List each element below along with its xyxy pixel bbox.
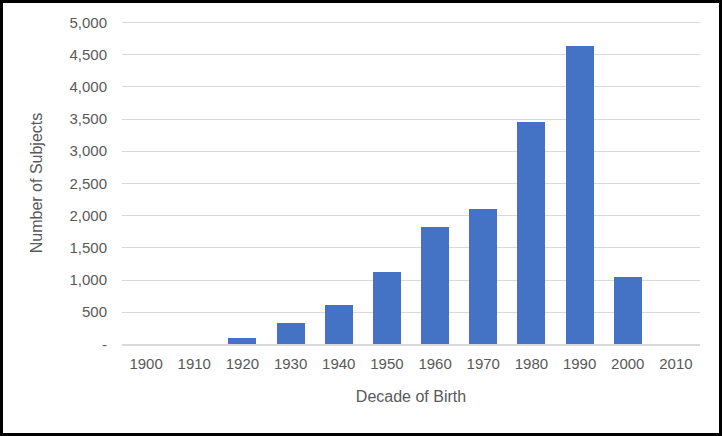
x-tick-label: 1920 [218, 356, 266, 372]
x-axis-title: Decade of Birth [356, 388, 466, 406]
x-tick-label: 1930 [267, 356, 315, 372]
gridline [122, 183, 700, 184]
x-tick-label: 1980 [507, 356, 555, 372]
gridline [122, 151, 700, 152]
x-tick-label: 1960 [411, 356, 459, 372]
x-tick-label: 2010 [652, 356, 700, 372]
gridline [122, 22, 700, 23]
y-tick-label: 3,500 [29, 111, 107, 127]
gridline [122, 86, 700, 87]
y-tick-label: - [29, 337, 107, 353]
gridline [122, 54, 700, 55]
bar-chart: Number of Subjects Decade of Birth -5001… [0, 0, 722, 436]
y-tick-label: 1,500 [29, 240, 107, 256]
x-tick-label: 1940 [315, 356, 363, 372]
bar-1970 [469, 209, 497, 344]
x-tick-label: 2000 [604, 356, 652, 372]
y-tick-label: 1,000 [29, 272, 107, 288]
y-tick-label: 2,500 [29, 176, 107, 192]
bar-1930 [277, 323, 305, 345]
y-tick-label: 4,000 [29, 79, 107, 95]
gridline [122, 119, 700, 120]
x-tick-label: 1950 [363, 356, 411, 372]
y-tick-label: 4,500 [29, 47, 107, 63]
bar-1950 [373, 272, 401, 345]
bar-1940 [325, 305, 353, 345]
bar-1960 [421, 227, 449, 344]
y-tick-label: 3,000 [29, 143, 107, 159]
x-tick-label: 1900 [122, 356, 170, 372]
x-tick-label: 1990 [556, 356, 604, 372]
x-tick-label: 1970 [459, 356, 507, 372]
gridline [122, 247, 700, 248]
y-tick-label: 500 [29, 304, 107, 320]
bar-2000 [614, 277, 642, 345]
gridline [122, 215, 700, 216]
bar-1980 [517, 122, 545, 344]
bar-1920 [228, 338, 256, 344]
y-tick-label: 2,000 [29, 208, 107, 224]
x-tick-label: 1910 [170, 356, 218, 372]
bar-1990 [566, 46, 594, 345]
y-tick-label: 5,000 [29, 15, 107, 31]
